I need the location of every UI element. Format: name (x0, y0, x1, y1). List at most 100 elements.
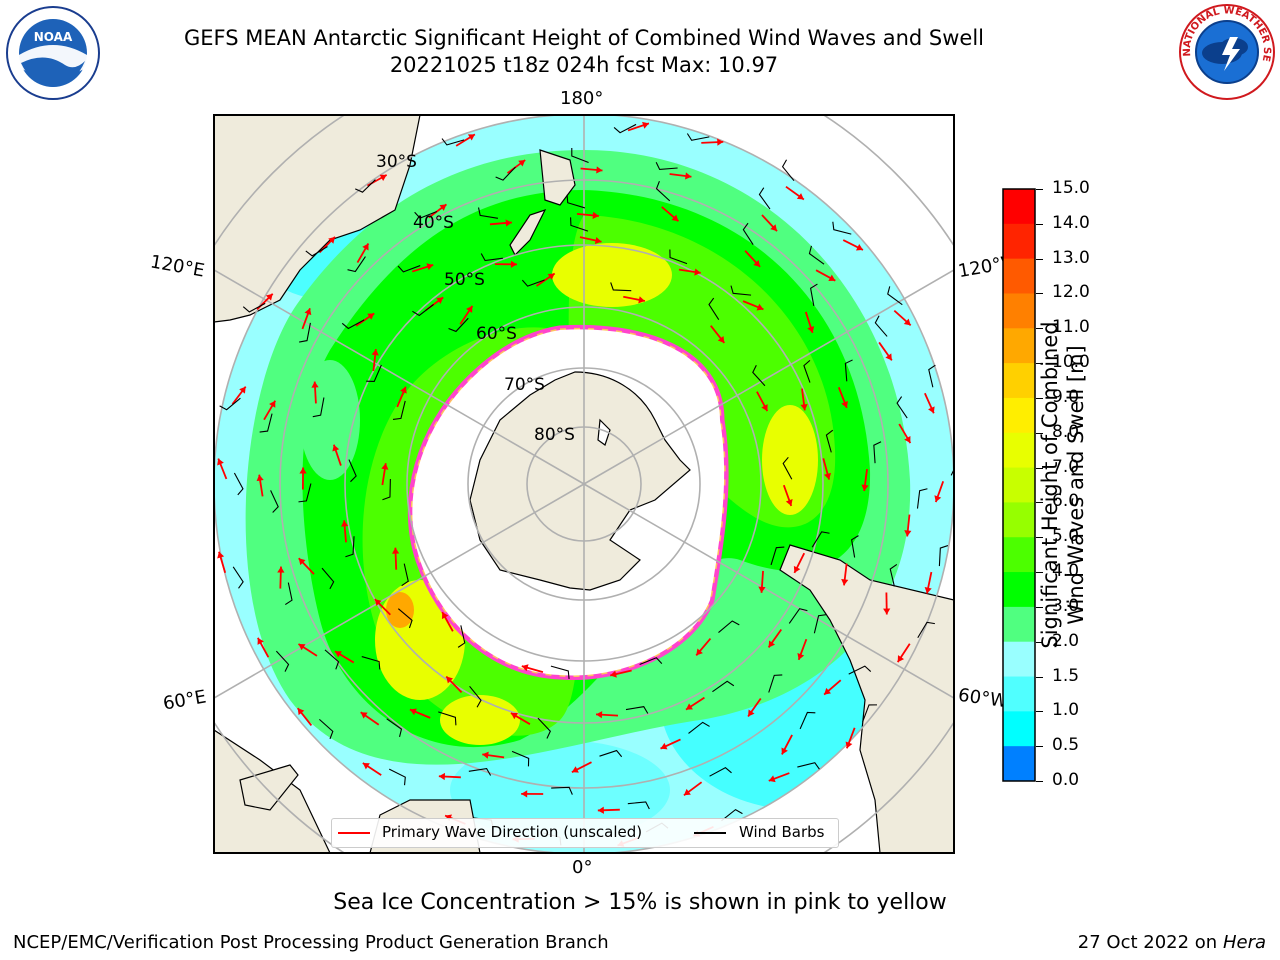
wind-barb (803, 359, 811, 383)
wave-arrow-head (521, 790, 528, 798)
wave-arrow-head (903, 318, 911, 326)
footer-credit: NCEP/EMC/Verification Post Processing Pr… (13, 932, 609, 953)
wind-barb (412, 304, 434, 317)
wave-arrow-head (610, 670, 617, 678)
lat-label-80s: 80°S (534, 425, 575, 445)
wind-barb (382, 478, 391, 501)
lon-label-0: 0° (572, 857, 593, 878)
colorbar-tick-mark (1036, 572, 1043, 574)
wave-arrow-head (298, 558, 306, 566)
wind-barbs (219, 123, 954, 846)
wave-arrow-head (758, 586, 766, 593)
wind-barb (752, 364, 766, 387)
wind-barb (259, 413, 273, 433)
wave-arrow-head (505, 219, 512, 227)
wave-arrow-head (904, 436, 911, 444)
wave-arrow-head (269, 400, 276, 408)
wind-barb (355, 179, 376, 193)
wind-barb (233, 472, 244, 496)
wave-arrow-head (797, 652, 805, 660)
wind-barb (321, 567, 335, 590)
wave-arrow-head (334, 651, 342, 658)
wind-barb (825, 429, 834, 453)
wind-barb (797, 762, 820, 770)
wind-barb (809, 283, 818, 307)
wave-arrow-head (466, 305, 473, 313)
wind-barb (811, 531, 830, 548)
wind-barb (299, 322, 311, 343)
colorbar-tick-mark (1036, 293, 1043, 295)
wave-arrow-head (596, 166, 603, 174)
lon-label-60e: 60°E (161, 686, 208, 715)
wind-barb (708, 297, 720, 320)
colorbar-segment (1003, 537, 1035, 573)
wind-barb (808, 245, 825, 265)
wind-barb (655, 161, 678, 171)
wave-arrow-head (371, 349, 379, 356)
wind-barb (832, 221, 852, 235)
colorbar-segment (1003, 606, 1035, 643)
antarctic-wave-height-map (213, 114, 955, 854)
wave-arrow-head (328, 236, 335, 244)
wind-barb (312, 397, 325, 418)
wave-arrow-head (217, 458, 224, 466)
lat-label-60s: 60°S (476, 324, 517, 344)
wind-barb (848, 665, 872, 675)
wave-arrow-head (924, 587, 932, 594)
wave-height-field (214, 115, 954, 853)
colorbar-segment (1003, 641, 1035, 678)
lat-label-50s: 50°S (444, 270, 485, 290)
wave-arrow-head (841, 578, 849, 586)
wave-arrow-head (391, 547, 400, 554)
plot-title: GEFS MEAN Antarctic Significant Height o… (183, 26, 985, 50)
colorbar-tick-label: 0.5 (1052, 735, 1080, 756)
colorbar-tick-mark (1036, 432, 1043, 434)
colorbar-title: Significant Height of Combined Wind Wave… (1037, 275, 1089, 695)
wave-arrow-head (761, 404, 768, 412)
wind-barb (319, 718, 334, 740)
wave-arrow-head (897, 655, 905, 663)
wave-arrow-head (861, 484, 869, 491)
colorbar-tick-mark (1036, 537, 1043, 539)
wave-arrow-head (748, 709, 755, 717)
wave-arrow-head (594, 236, 602, 245)
wind-barb (285, 582, 293, 605)
wave-arrow-head (379, 174, 387, 181)
wave-arrow-head (638, 296, 645, 304)
wave-arrow-head (311, 381, 319, 388)
wave-arrow-head (332, 444, 340, 452)
lat-label-40s: 40°S (413, 213, 454, 233)
wave-arrow-head (360, 712, 368, 719)
wind-barb (851, 535, 859, 558)
wave-arrow-head (299, 467, 307, 474)
map-frame (213, 114, 955, 854)
lat-label-30s: 30°S (376, 152, 417, 172)
wind-barb (874, 315, 888, 337)
wind-barb (782, 456, 793, 480)
wave-arrow-head (441, 612, 449, 620)
footer-machine: Hera (1222, 932, 1266, 953)
wind-barb (414, 211, 438, 219)
noaa-logo: NOAA (6, 6, 100, 100)
wave-arrow-head (717, 138, 724, 146)
colorbar-tick-label: 12.0 (1052, 282, 1090, 303)
wave-arrow-head (381, 463, 389, 470)
colorbar-tick-label: 7.0 (1052, 456, 1080, 477)
wave-arrow-head (824, 472, 832, 480)
wind-barb (781, 159, 795, 182)
wave-arrow-head (928, 406, 935, 414)
wind-barb (457, 625, 466, 648)
wind-barb (938, 545, 949, 567)
wind-barb (469, 685, 482, 708)
plot-subtitle: 20221025 t18z 024h fcst Max: 10.97 (389, 53, 779, 77)
wind-barb (627, 801, 650, 810)
colorbar-tick-label: 13.0 (1052, 247, 1090, 268)
wave-arrow-head (341, 520, 349, 527)
wind-barb (896, 396, 908, 419)
wave-arrow-head (694, 268, 701, 276)
wave-arrow-head (257, 637, 264, 645)
wave-arrow-head (883, 608, 891, 615)
wind-barb (232, 566, 244, 589)
wind-barb (348, 459, 357, 483)
wave-arrow-head (510, 712, 518, 720)
